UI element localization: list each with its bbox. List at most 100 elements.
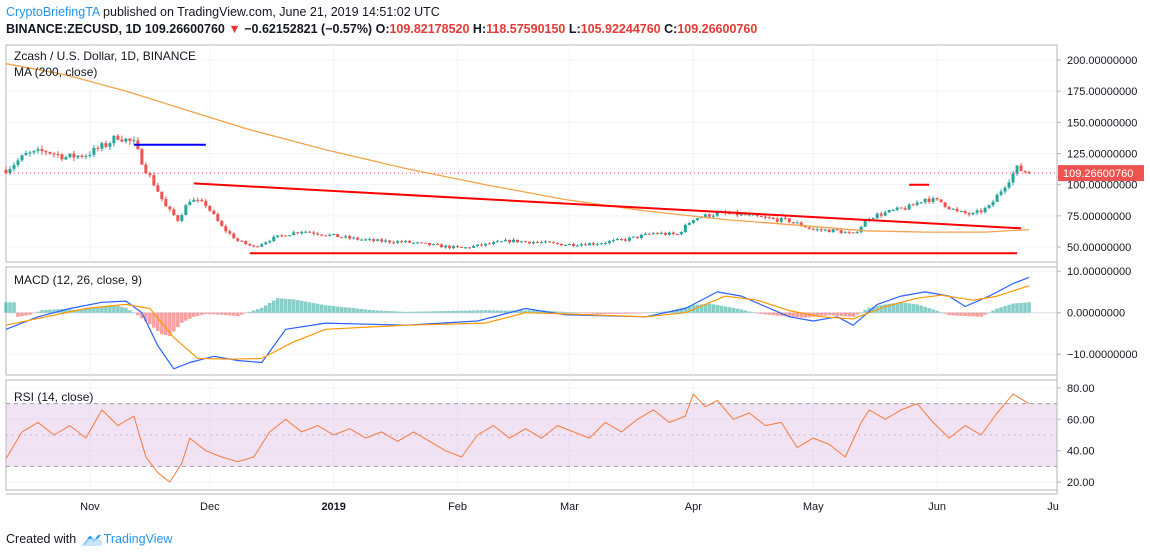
candle-body: [951, 208, 955, 210]
candle-body: [284, 235, 288, 237]
candle-body: [843, 232, 847, 234]
candle-body: [156, 185, 160, 192]
macd-histogram-bar: [375, 310, 380, 313]
chart-canvas[interactable]: Nov Dec 2019 Feb Mar Apr May Jun Ju 50.00000000 75…: [0, 40, 1150, 525]
candle-body: [583, 244, 587, 246]
macd-histogram-bar: [52, 309, 56, 313]
candle-body: [420, 242, 424, 244]
macd-histogram-bar: [431, 311, 436, 313]
x-tick-label: Apr: [685, 501, 702, 513]
candle-body: [448, 245, 452, 249]
candle-body: [579, 244, 583, 246]
candle-body: [100, 143, 104, 149]
macd-histogram-bar: [295, 300, 300, 313]
candle-body: [883, 212, 887, 216]
macd-histogram-bar: [731, 307, 736, 313]
candle-body: [152, 175, 156, 186]
candle-body: [787, 218, 791, 223]
candle-body: [340, 237, 344, 239]
macd-histogram-bar: [947, 312, 951, 316]
macd-histogram-bar: [184, 312, 188, 321]
last-price: 109.26600760: [144, 22, 225, 36]
candle-body: [44, 151, 48, 153]
candle-body: [264, 242, 268, 245]
macd-histogram-bar: [4, 302, 8, 313]
low-value: 105.92244760: [580, 22, 661, 36]
macd-histogram-bar: [439, 311, 444, 313]
candle-body: [859, 226, 863, 233]
macd-histogram-bar: [679, 308, 684, 313]
macd-histogram-bar: [383, 310, 388, 313]
candle-body: [543, 241, 547, 243]
macd-histogram-bar: [219, 312, 224, 315]
rsi-tick-label: 40.00: [1067, 446, 1095, 458]
macd-histogram-bar: [1003, 306, 1007, 313]
candle-body: [28, 152, 32, 154]
candle-body: [927, 198, 931, 202]
macd-histogram-bar: [563, 311, 568, 313]
candle-body: [799, 222, 803, 227]
candle-body: [783, 217, 787, 219]
macd-histogram-bar: [223, 312, 228, 316]
candle-body: [635, 236, 639, 238]
candle-body: [276, 235, 280, 237]
macd-histogram-bar: [567, 312, 572, 313]
macd-histogram-bar: [1007, 304, 1011, 313]
tradingview-brand[interactable]: TradingView: [103, 532, 173, 546]
macd-histogram-bar: [743, 310, 748, 313]
candle-body: [68, 153, 72, 158]
macd-histogram-bar: [263, 305, 268, 313]
author-link[interactable]: CryptoBriefingTA: [6, 5, 100, 19]
candle-body: [971, 212, 975, 215]
macd-histogram-bar: [212, 312, 216, 315]
macd-histogram-bar: [116, 306, 120, 313]
candle-body: [691, 219, 695, 224]
macd-histogram-bar: [391, 311, 396, 313]
candle-body: [40, 149, 44, 152]
candle-body: [480, 244, 484, 246]
macd-histogram-bar: [180, 312, 184, 323]
candle-body: [416, 242, 420, 244]
macd-histogram-bar: [903, 302, 907, 313]
candle-body: [595, 244, 599, 246]
macd-histogram-bar: [495, 310, 500, 313]
candle-body: [200, 200, 204, 202]
trend-line: [193, 182, 1022, 230]
candle-body: [324, 235, 328, 237]
macd-histogram-bar: [172, 312, 176, 332]
macd-histogram-bar: [803, 312, 808, 318]
candle-body: [252, 245, 256, 247]
macd-histogram-bar: [136, 312, 140, 316]
macd-histogram-bar: [919, 305, 923, 313]
candle-body: [911, 204, 915, 206]
macd-histogram-bar: [687, 306, 692, 313]
candle-body: [623, 239, 627, 241]
price-tick-label: 150.00000000: [1067, 117, 1137, 129]
open-label: O:: [375, 22, 390, 36]
candle-body: [631, 236, 635, 238]
candle-body: [607, 241, 611, 244]
publish-info: published on TradingView.com, June 21, 2…: [99, 5, 440, 19]
candle-body: [456, 246, 460, 248]
macd-histogram-bar: [88, 308, 92, 313]
macd-histogram-bar: [76, 310, 80, 313]
macd-histogram-bar: [939, 312, 943, 313]
candle-body: [240, 240, 244, 242]
candle-body: [767, 217, 771, 219]
candle-body: [1011, 173, 1015, 183]
candle-body: [440, 244, 444, 248]
macd-histogram-bar: [427, 311, 432, 313]
macd-histogram-bar: [128, 310, 132, 313]
macd-histogram-bar: [755, 312, 760, 314]
macd-histogram-bar: [911, 303, 915, 313]
candle-body: [196, 199, 200, 201]
candle-body: [216, 214, 220, 221]
candle-body: [400, 241, 404, 243]
macd-histogram-bar: [1019, 302, 1023, 313]
macd-histogram-bar: [323, 305, 328, 313]
macd-histogram-bar: [104, 306, 108, 313]
candle-body: [24, 153, 28, 156]
macd-histogram-bar: [239, 312, 244, 315]
candle-body: [979, 210, 983, 213]
candle-body: [1015, 165, 1019, 174]
